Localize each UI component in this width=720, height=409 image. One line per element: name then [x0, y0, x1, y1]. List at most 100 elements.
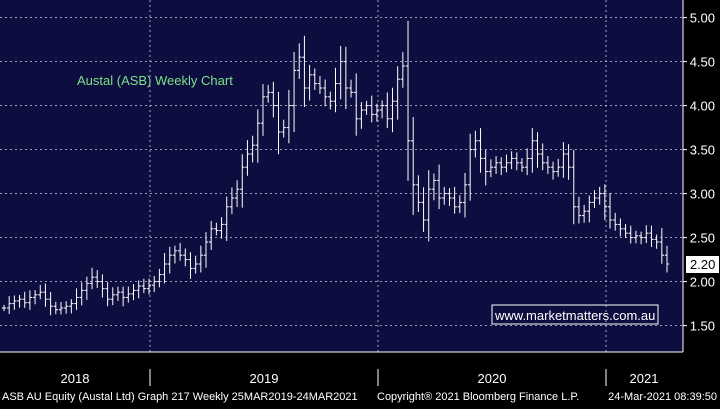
price-bar	[530, 128, 535, 173]
price-bar	[540, 143, 545, 171]
price-bar	[587, 195, 592, 223]
price-bar	[509, 151, 514, 170]
price-bar	[638, 231, 644, 245]
price-bar	[276, 91, 281, 155]
price-bar	[115, 286, 121, 301]
price-bar	[79, 282, 84, 306]
price-bar	[193, 255, 198, 274]
price-bar	[95, 270, 100, 288]
last-price-label: 2.20	[690, 257, 715, 272]
price-bar	[602, 184, 608, 220]
price-bar	[338, 45, 343, 100]
price-bar	[416, 175, 421, 212]
price-bar	[53, 301, 58, 315]
price-bar	[74, 288, 79, 310]
price-bar	[436, 164, 442, 210]
footer: ASB AU Equity (Austal Ltd) Graph 217 Wee…	[2, 391, 717, 403]
price-bar	[524, 148, 530, 176]
last-price-tag: 2.20	[686, 256, 719, 273]
price-bar	[514, 152, 519, 171]
price-bar	[6, 296, 12, 314]
price-bar	[566, 144, 571, 180]
price-bar	[395, 66, 400, 120]
watermark-text: www.marketmatters.com.au	[494, 308, 655, 323]
price-bar	[364, 100, 369, 115]
price-bar	[141, 278, 147, 294]
price-bar	[369, 95, 374, 123]
y-tick-label: 1.50	[690, 319, 715, 334]
price-bar	[198, 245, 204, 273]
y-axis: 1.50 2.00 2.50 3.00 3.50 4.00 4.50 5.00	[682, 0, 715, 352]
price-bar	[457, 195, 463, 214]
price-bar	[462, 172, 468, 218]
price-bar	[126, 286, 131, 303]
x-axis-band	[0, 352, 720, 386]
price-bar	[328, 91, 333, 110]
price-bar	[1, 304, 7, 312]
price-bar	[27, 290, 33, 310]
price-bar	[291, 51, 297, 132]
price-bar	[240, 154, 245, 208]
y-tick-label: 4.00	[690, 99, 715, 114]
y-tick-label: 4.50	[690, 55, 715, 70]
price-bars	[1, 20, 670, 316]
price-bar	[504, 154, 509, 173]
footer-center: Copyright® 2021 Bloomberg Finance L.P.	[377, 391, 579, 403]
price-bar	[535, 132, 540, 168]
price-bar	[136, 280, 141, 299]
price-bar	[43, 283, 48, 307]
price-bar	[69, 299, 74, 314]
price-bar	[177, 242, 183, 261]
price-bar	[581, 204, 587, 223]
price-bar	[183, 248, 188, 267]
price-bar	[374, 103, 380, 122]
price-bar	[664, 245, 670, 273]
price-bar	[84, 276, 90, 300]
price-bar	[607, 192, 613, 229]
plot-area	[0, 0, 683, 352]
price-bar	[229, 187, 235, 215]
price-bar	[234, 180, 240, 207]
price-bar	[623, 224, 628, 238]
price-bar	[649, 225, 654, 247]
price-bar	[265, 84, 271, 103]
price-bar	[410, 117, 416, 215]
y-tick-label: 2.00	[690, 275, 715, 290]
price-bar	[447, 188, 452, 206]
price-bar	[385, 92, 390, 129]
price-bar	[146, 278, 152, 295]
price-bar	[317, 76, 323, 94]
price-bar	[302, 35, 307, 108]
x-tick-label: 2019	[250, 371, 279, 386]
price-bar	[571, 149, 576, 225]
price-bar	[442, 186, 447, 205]
price-bar	[644, 225, 649, 244]
y-tick-label: 3.50	[690, 143, 715, 158]
price-bar	[271, 81, 276, 118]
price-bar	[488, 159, 494, 178]
price-bar	[131, 284, 136, 301]
price-bar	[203, 232, 209, 268]
price-bar	[561, 142, 566, 178]
price-bar	[359, 102, 364, 129]
price-bar	[281, 119, 286, 138]
price-bar	[354, 73, 359, 136]
price-bar	[592, 190, 597, 208]
price-bar	[100, 274, 105, 298]
price-bar	[545, 156, 551, 174]
price-bar	[63, 301, 69, 314]
watermark-box: www.marketmatters.com.au	[491, 304, 659, 325]
price-bar	[343, 46, 349, 110]
price-bar	[250, 135, 255, 163]
price-bar	[556, 158, 561, 177]
price-bar	[120, 286, 126, 307]
x-tick-label: 2020	[478, 371, 507, 386]
price-bar	[421, 187, 426, 232]
price-bar	[167, 246, 172, 274]
x-tick-label: 2021	[630, 371, 659, 386]
price-bar	[38, 284, 43, 300]
price-bar	[307, 64, 312, 101]
y-tick-label: 3.00	[690, 187, 715, 202]
